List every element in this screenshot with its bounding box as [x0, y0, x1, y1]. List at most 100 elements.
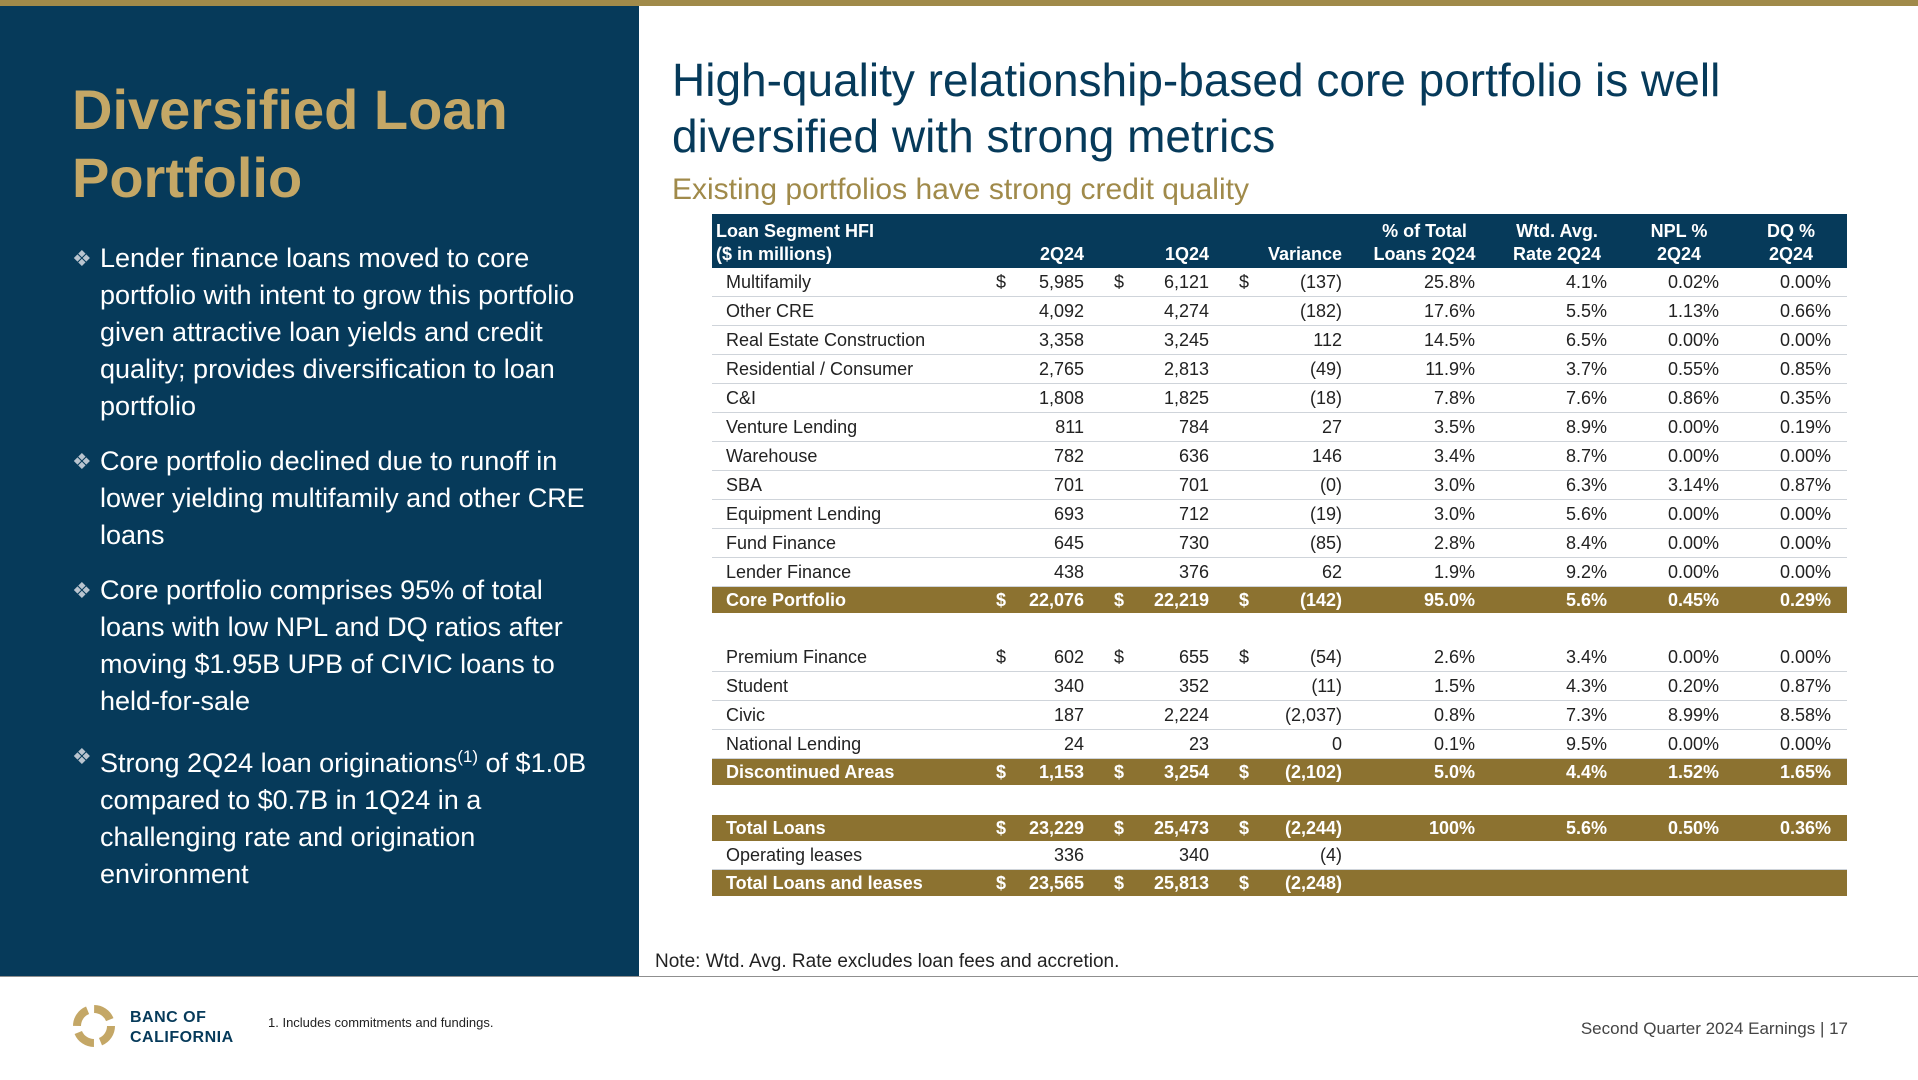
cell-name: Real Estate Construction — [712, 325, 982, 355]
cell-q2: 1,808 — [982, 383, 1100, 413]
currency-symbol: $ — [1239, 761, 1250, 782]
slide-section-title: Diversified Loan Portfolio — [72, 78, 508, 209]
cell-q1: $6,121 — [1100, 268, 1225, 297]
cell-name: Discontinued Areas — [712, 758, 982, 785]
cell-q1: 636 — [1100, 441, 1225, 471]
cell-name: Equipment Lending — [712, 499, 982, 529]
currency-symbol: $ — [996, 761, 1007, 782]
bullet-list: ❖ Lender finance loans moved to core port… — [72, 240, 612, 911]
cell-q1: $25,813 — [1100, 869, 1225, 896]
cell-value: 25,473 — [1153, 817, 1209, 838]
cell-name: Residential / Consumer — [712, 354, 982, 384]
cell-q1: $3,254 — [1100, 758, 1225, 785]
table-header-row: Loan Segment HFI ($ in millions) 2Q24 1Q2… — [712, 214, 1847, 268]
header-pct-total: % of Total Loans 2Q24 — [1358, 214, 1491, 268]
cell-rate: 5.6% — [1491, 499, 1623, 529]
cell-value: (142) — [1299, 589, 1342, 610]
cell-rate — [1491, 869, 1623, 896]
cell-value: 1,153 — [1038, 761, 1084, 782]
table-row: Venture Lending 811 784 27 3.5% 8.9% 0.00% 0.19… — [712, 412, 1847, 442]
cell-npl: 0.45% — [1623, 586, 1735, 613]
table-row: Warehouse 782 636 146 3.4% 8.7% 0.00% 0.00% — [712, 441, 1847, 471]
cell-value: 602 — [1053, 646, 1084, 667]
cell-q2: 340 — [982, 671, 1100, 701]
cell-npl: 0.00% — [1623, 325, 1735, 355]
cell-rate: 7.6% — [1491, 383, 1623, 413]
slide-subheadline: Existing portfolios have strong credit q… — [672, 173, 1249, 206]
footer-page-label: Second Quarter 2024 Earnings | 17 — [1580, 1019, 1848, 1038]
cell-pct: 7.8% — [1358, 383, 1491, 413]
cell-q2: $23,229 — [982, 815, 1100, 841]
cell-pct: 3.0% — [1358, 499, 1491, 529]
cell-pct: 5.0% — [1358, 758, 1491, 785]
cell-name: Student — [712, 671, 982, 701]
table-row: Operating leases 336 340 (4) — [712, 841, 1847, 870]
cell-var: (182) — [1225, 296, 1358, 326]
cell-npl: 0.20% — [1623, 671, 1735, 701]
cell-q2: $1,153 — [982, 758, 1100, 785]
bullet-item: ❖ Core portfolio comprises 95% of total l… — [72, 572, 612, 720]
table-row: Residential / Consumer 2,765 2,813 (49) 11.9… — [712, 354, 1847, 384]
cell-npl: 3.14% — [1623, 470, 1735, 500]
subtotal-row: Discontinued Areas $1,153 $3,254 $ (2,102) 5.… — [712, 758, 1847, 785]
cell-dq: 0.35% — [1735, 383, 1847, 413]
bullet-item: ❖ Core portfolio declined due to runoff i… — [72, 443, 612, 554]
cell-q2: 438 — [982, 557, 1100, 587]
cell-npl: 0.02% — [1623, 268, 1735, 297]
table-row: Fund Finance 645 730 (85) 2.8% 8.4% 0.00% 0.00% — [712, 528, 1847, 558]
cell-dq: 0.00% — [1735, 643, 1847, 672]
bullet-item: ❖ Lender finance loans moved to core port… — [72, 240, 612, 425]
bullet-text: Core portfolio comprises 95% of total lo… — [100, 575, 563, 716]
currency-symbol: $ — [996, 872, 1007, 893]
header-wtd-rate: Wtd. Avg. Rate 2Q24 — [1491, 214, 1623, 268]
cell-npl: 1.13% — [1623, 296, 1735, 326]
diamond-bullet-icon: ❖ — [72, 578, 92, 603]
cell-dq: 0.29% — [1735, 586, 1847, 613]
cell-q2: $5,985 — [982, 268, 1100, 297]
cell-name: Venture Lending — [712, 412, 982, 442]
table-row: Civic 187 2,224 (2,037) 0.8% 7.3% 8.99% 8.58% — [712, 700, 1847, 730]
cell-var: $ (2,244) — [1225, 815, 1358, 841]
cell-var: 112 — [1225, 325, 1358, 355]
cell-dq: 0.87% — [1735, 470, 1847, 500]
cell-var: $ (137) — [1225, 268, 1358, 297]
cell-value: 655 — [1178, 646, 1209, 667]
cell-rate: 3.4% — [1491, 643, 1623, 672]
cell-name: Warehouse — [712, 441, 982, 471]
cell-q1: 701 — [1100, 470, 1225, 500]
cell-dq: 0.00% — [1735, 729, 1847, 759]
cell-var: (4) — [1225, 841, 1358, 870]
table-row: Other CRE 4,092 4,274 (182) 17.6% 5.5% 1.13% 0.… — [712, 296, 1847, 326]
spacer-row — [712, 785, 1847, 815]
subtotal-row: Total Loans $23,229 $25,473 $ (2,244) 100% 5.6… — [712, 815, 1847, 841]
cell-pct: 95.0% — [1358, 586, 1491, 613]
cell-pct: 3.4% — [1358, 441, 1491, 471]
cell-name: Fund Finance — [712, 528, 982, 558]
cell-pct: 1.9% — [1358, 557, 1491, 587]
cell-pct: 0.8% — [1358, 700, 1491, 730]
cell-name: Total Loans and leases — [712, 869, 982, 896]
cell-npl: 0.00% — [1623, 528, 1735, 558]
cell-name: Total Loans — [712, 815, 982, 841]
cell-rate — [1491, 841, 1623, 870]
cell-dq: 0.87% — [1735, 671, 1847, 701]
cell-dq — [1735, 841, 1847, 870]
cell-q1: 1,825 — [1100, 383, 1225, 413]
cell-value: 23,565 — [1028, 872, 1084, 893]
cell-pct — [1358, 869, 1491, 896]
cell-value: (54) — [1309, 646, 1342, 667]
cell-var: (85) — [1225, 528, 1358, 558]
cell-dq: 1.65% — [1735, 758, 1847, 785]
cell-rate: 6.5% — [1491, 325, 1623, 355]
cell-dq: 0.36% — [1735, 815, 1847, 841]
header-1q24: 1Q24 — [1100, 214, 1225, 268]
table-row: Equipment Lending 693 712 (19) 3.0% 5.6% 0.00%… — [712, 499, 1847, 529]
table-row: Multifamily $5,985 $6,121 $ (137) 25.8% 4.1% 0.… — [712, 268, 1847, 297]
cell-name: SBA — [712, 470, 982, 500]
cell-var: (49) — [1225, 354, 1358, 384]
spacer-row — [712, 613, 1847, 643]
table-row: C&I 1,808 1,825 (18) 7.8% 7.6% 0.86% 0.35% — [712, 383, 1847, 413]
cell-q1: 784 — [1100, 412, 1225, 442]
currency-symbol: $ — [1239, 646, 1250, 667]
cell-pct: 100% — [1358, 815, 1491, 841]
